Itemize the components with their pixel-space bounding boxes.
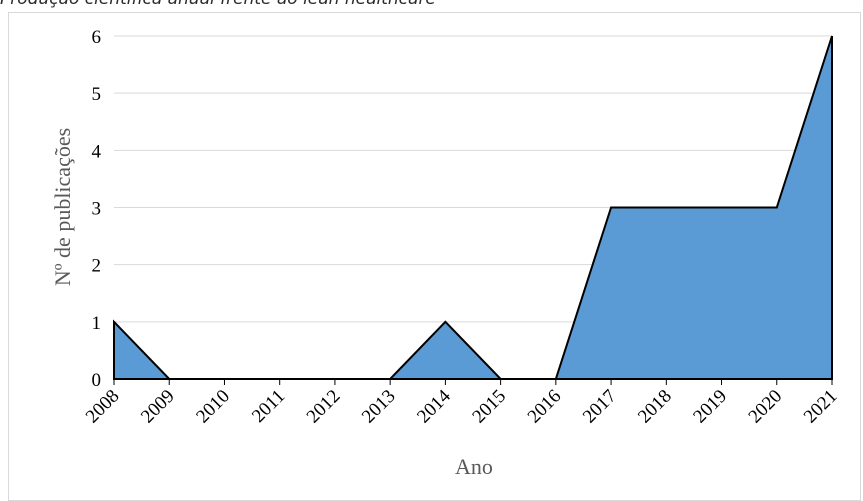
y-tick-label-5: 5 [92, 84, 102, 105]
y-tick-label-1: 1 [92, 313, 102, 334]
y-tick-label-4: 4 [92, 141, 102, 162]
y-tick-label-0: 0 [92, 370, 102, 391]
x-tick-label-2019: 2019 [689, 386, 731, 428]
x-tick-label-2012: 2012 [303, 386, 345, 428]
y-tick-label-6: 6 [92, 27, 102, 48]
y-tick-label-2: 2 [92, 256, 102, 277]
x-tick-label-2009: 2009 [137, 386, 179, 428]
y-tick-labels: 0 1 2 3 4 5 6 [92, 27, 102, 391]
x-tick-label-2010: 2010 [192, 386, 234, 428]
x-tick-label-2021: 2021 [800, 386, 842, 428]
x-tick-label-2016: 2016 [524, 386, 566, 428]
x-tick-label-2020: 2020 [745, 386, 787, 428]
y-axis-title: Nº de publicações [50, 128, 75, 286]
y-tick-label-3: 3 [92, 199, 102, 220]
x-tick-labels: 2008 2009 2010 2011 2012 2013 2014 2015 2016 2017… [82, 385, 842, 427]
x-tick-label-2014: 2014 [413, 385, 455, 427]
axes [113, 378, 833, 385]
x-tick-label-2013: 2013 [358, 386, 400, 428]
x-tick-label-2015: 2015 [468, 386, 510, 428]
x-tick-label-2018: 2018 [634, 386, 676, 428]
x-axis-title: Ano [455, 454, 493, 479]
x-tick-label-2008: 2008 [82, 386, 124, 428]
figure-caption: Produção científica anual frente ao lean… [0, 0, 863, 9]
x-tick-label-2017: 2017 [579, 386, 621, 428]
x-tick-label-2011: 2011 [248, 386, 289, 427]
